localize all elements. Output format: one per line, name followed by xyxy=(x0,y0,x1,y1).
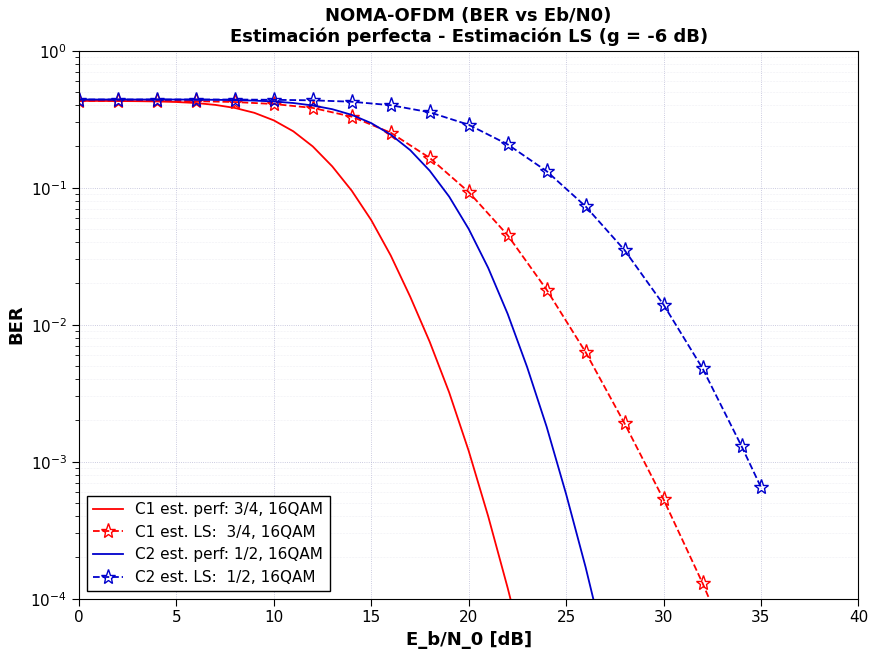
C2 est. LS:  1/2, 16QAM: (10, 0.438): 1/2, 16QAM: (10, 0.438) xyxy=(269,96,279,104)
C1 est. LS:  3/4, 16QAM: (8, 0.422): 3/4, 16QAM: (8, 0.422) xyxy=(229,98,240,106)
C2 est. perf: 1/2, 16QAM: (0, 0.44): 1/2, 16QAM: (0, 0.44) xyxy=(74,96,84,104)
C2 est. perf: 1/2, 16QAM: (17, 0.188): 1/2, 16QAM: (17, 0.188) xyxy=(405,146,416,154)
C1 est. LS:  3/4, 16QAM: (14, 0.33): 3/4, 16QAM: (14, 0.33) xyxy=(346,113,357,121)
C1 est. LS:  3/4, 16QAM: (20, 0.093): 3/4, 16QAM: (20, 0.093) xyxy=(464,188,474,196)
C1 est. LS:  3/4, 16QAM: (10, 0.408): 3/4, 16QAM: (10, 0.408) xyxy=(269,100,279,108)
C2 est. perf: 1/2, 16QAM: (19, 0.086): 1/2, 16QAM: (19, 0.086) xyxy=(444,193,454,201)
C2 est. LS:  1/2, 16QAM: (26, 0.073): 1/2, 16QAM: (26, 0.073) xyxy=(580,203,591,211)
C2 est. perf: 1/2, 16QAM: (22, 0.012): 1/2, 16QAM: (22, 0.012) xyxy=(502,310,513,318)
C2 est. LS:  1/2, 16QAM: (22, 0.207): 1/2, 16QAM: (22, 0.207) xyxy=(502,140,513,148)
Line: C1 est. LS:  3/4, 16QAM: C1 est. LS: 3/4, 16QAM xyxy=(71,93,749,656)
C2 est. LS:  1/2, 16QAM: (8, 0.44): 1/2, 16QAM: (8, 0.44) xyxy=(229,96,240,104)
C2 est. LS:  1/2, 16QAM: (30, 0.014): 1/2, 16QAM: (30, 0.014) xyxy=(658,300,668,308)
C2 est. LS:  1/2, 16QAM: (32, 0.0048): 1/2, 16QAM: (32, 0.0048) xyxy=(697,365,708,373)
C2 est. perf: 1/2, 16QAM: (26, 0.00017): 1/2, 16QAM: (26, 0.00017) xyxy=(580,564,591,571)
Legend: C1 est. perf: 3/4, 16QAM, C1 est. LS:  3/4, 16QAM, C2 est. perf: 1/2, 16QAM, C2 : C1 est. perf: 3/4, 16QAM, C1 est. LS: 3/… xyxy=(87,496,330,591)
C2 est. perf: 1/2, 16QAM: (25, 0.00058): 1/2, 16QAM: (25, 0.00058) xyxy=(561,490,571,498)
C1 est. perf: 3/4, 16QAM: (14, 0.095): 3/4, 16QAM: (14, 0.095) xyxy=(346,187,357,195)
C1 est. perf: 3/4, 16QAM: (6, 0.415): 3/4, 16QAM: (6, 0.415) xyxy=(191,99,201,107)
C2 est. LS:  1/2, 16QAM: (16, 0.4): 1/2, 16QAM: (16, 0.4) xyxy=(386,101,396,109)
C1 est. perf: 3/4, 16QAM: (0, 0.43): 3/4, 16QAM: (0, 0.43) xyxy=(74,97,84,105)
X-axis label: E_b/N_0 [dB]: E_b/N_0 [dB] xyxy=(406,631,532,649)
C2 est. perf: 1/2, 16QAM: (5, 0.44): 1/2, 16QAM: (5, 0.44) xyxy=(172,96,182,104)
C1 est. perf: 3/4, 16QAM: (8, 0.382): 3/4, 16QAM: (8, 0.382) xyxy=(229,104,240,112)
C1 est. perf: 3/4, 16QAM: (1, 0.43): 3/4, 16QAM: (1, 0.43) xyxy=(93,97,103,105)
C1 est. perf: 3/4, 16QAM: (16, 0.032): 3/4, 16QAM: (16, 0.032) xyxy=(386,251,396,259)
C2 est. perf: 1/2, 16QAM: (6, 0.439): 1/2, 16QAM: (6, 0.439) xyxy=(191,96,201,104)
C1 est. LS:  3/4, 16QAM: (12, 0.382): 3/4, 16QAM: (12, 0.382) xyxy=(307,104,318,112)
C2 est. perf: 1/2, 16QAM: (14, 0.34): 1/2, 16QAM: (14, 0.34) xyxy=(346,111,357,119)
C2 est. LS:  1/2, 16QAM: (34, 0.0013): 1/2, 16QAM: (34, 0.0013) xyxy=(736,442,746,450)
C2 est. perf: 1/2, 16QAM: (18, 0.133): 1/2, 16QAM: (18, 0.133) xyxy=(424,167,435,174)
C2 est. perf: 1/2, 16QAM: (20, 0.05): 1/2, 16QAM: (20, 0.05) xyxy=(464,225,474,233)
C2 est. perf: 1/2, 16QAM: (1, 0.44): 1/2, 16QAM: (1, 0.44) xyxy=(93,96,103,104)
C2 est. perf: 1/2, 16QAM: (2, 0.44): 1/2, 16QAM: (2, 0.44) xyxy=(113,96,123,104)
C1 est. LS:  3/4, 16QAM: (30, 0.00053): 3/4, 16QAM: (30, 0.00053) xyxy=(658,495,668,503)
C1 est. LS:  3/4, 16QAM: (6, 0.428): 3/4, 16QAM: (6, 0.428) xyxy=(191,97,201,105)
C2 est. perf: 1/2, 16QAM: (7, 0.438): 1/2, 16QAM: (7, 0.438) xyxy=(210,96,220,104)
Line: C2 est. perf: 1/2, 16QAM: C2 est. perf: 1/2, 16QAM xyxy=(79,100,761,656)
C1 est. LS:  3/4, 16QAM: (28, 0.0019): 3/4, 16QAM: (28, 0.0019) xyxy=(620,420,630,428)
C1 est. perf: 3/4, 16QAM: (13, 0.143): 3/4, 16QAM: (13, 0.143) xyxy=(327,163,338,171)
C2 est. LS:  1/2, 16QAM: (6, 0.44): 1/2, 16QAM: (6, 0.44) xyxy=(191,96,201,104)
C2 est. perf: 1/2, 16QAM: (10, 0.426): 1/2, 16QAM: (10, 0.426) xyxy=(269,98,279,106)
C1 est. perf: 3/4, 16QAM: (10, 0.31): 3/4, 16QAM: (10, 0.31) xyxy=(269,116,279,124)
C1 est. perf: 3/4, 16QAM: (22, 0.00012): 3/4, 16QAM: (22, 0.00012) xyxy=(502,584,513,592)
C1 est. perf: 3/4, 16QAM: (12, 0.2): 3/4, 16QAM: (12, 0.2) xyxy=(307,142,318,150)
C1 est. perf: 3/4, 16QAM: (9, 0.352): 3/4, 16QAM: (9, 0.352) xyxy=(249,109,260,117)
C2 est. perf: 1/2, 16QAM: (21, 0.026): 1/2, 16QAM: (21, 0.026) xyxy=(483,264,493,272)
C1 est. perf: 3/4, 16QAM: (3, 0.428): 3/4, 16QAM: (3, 0.428) xyxy=(132,97,143,105)
C1 est. LS:  3/4, 16QAM: (26, 0.0063): 3/4, 16QAM: (26, 0.0063) xyxy=(580,348,591,356)
C2 est. perf: 1/2, 16QAM: (4, 0.44): 1/2, 16QAM: (4, 0.44) xyxy=(151,96,162,104)
C1 est. LS:  3/4, 16QAM: (0, 0.43): 3/4, 16QAM: (0, 0.43) xyxy=(74,97,84,105)
C1 est. LS:  3/4, 16QAM: (2, 0.43): 3/4, 16QAM: (2, 0.43) xyxy=(113,97,123,105)
C1 est. LS:  3/4, 16QAM: (24, 0.018): 3/4, 16QAM: (24, 0.018) xyxy=(542,286,552,294)
C2 est. perf: 1/2, 16QAM: (23, 0.0049): 1/2, 16QAM: (23, 0.0049) xyxy=(522,363,532,371)
C1 est. LS:  3/4, 16QAM: (18, 0.165): 3/4, 16QAM: (18, 0.165) xyxy=(424,154,435,162)
C2 est. perf: 1/2, 16QAM: (15, 0.296): 1/2, 16QAM: (15, 0.296) xyxy=(366,119,376,127)
C2 est. LS:  1/2, 16QAM: (0, 0.44): 1/2, 16QAM: (0, 0.44) xyxy=(74,96,84,104)
C1 est. perf: 3/4, 16QAM: (4, 0.426): 3/4, 16QAM: (4, 0.426) xyxy=(151,98,162,106)
C1 est. perf: 3/4, 16QAM: (15, 0.058): 3/4, 16QAM: (15, 0.058) xyxy=(366,216,376,224)
C2 est. LS:  1/2, 16QAM: (12, 0.434): 1/2, 16QAM: (12, 0.434) xyxy=(307,96,318,104)
C2 est. perf: 1/2, 16QAM: (9, 0.432): 1/2, 16QAM: (9, 0.432) xyxy=(249,96,260,104)
C2 est. LS:  1/2, 16QAM: (14, 0.424): 1/2, 16QAM: (14, 0.424) xyxy=(346,98,357,106)
C2 est. LS:  1/2, 16QAM: (18, 0.355): 1/2, 16QAM: (18, 0.355) xyxy=(424,108,435,116)
C2 est. perf: 1/2, 16QAM: (24, 0.0018): 1/2, 16QAM: (24, 0.0018) xyxy=(542,422,552,430)
C2 est. LS:  1/2, 16QAM: (35, 0.00065): 1/2, 16QAM: (35, 0.00065) xyxy=(756,483,766,491)
Y-axis label: BER: BER xyxy=(7,305,25,344)
C1 est. perf: 3/4, 16QAM: (7, 0.402): 3/4, 16QAM: (7, 0.402) xyxy=(210,101,220,109)
C1 est. perf: 3/4, 16QAM: (19, 0.0032): 3/4, 16QAM: (19, 0.0032) xyxy=(444,388,454,396)
C1 est. perf: 3/4, 16QAM: (17, 0.016): 3/4, 16QAM: (17, 0.016) xyxy=(405,293,416,300)
C2 est. perf: 1/2, 16QAM: (27, 4.4e-05): 1/2, 16QAM: (27, 4.4e-05) xyxy=(600,644,611,651)
C2 est. perf: 1/2, 16QAM: (3, 0.44): 1/2, 16QAM: (3, 0.44) xyxy=(132,96,143,104)
C2 est. perf: 1/2, 16QAM: (16, 0.244): 1/2, 16QAM: (16, 0.244) xyxy=(386,131,396,138)
C2 est. perf: 1/2, 16QAM: (12, 0.398): 1/2, 16QAM: (12, 0.398) xyxy=(307,102,318,110)
C1 est. LS:  3/4, 16QAM: (22, 0.045): 3/4, 16QAM: (22, 0.045) xyxy=(502,232,513,239)
Line: C1 est. perf: 3/4, 16QAM: C1 est. perf: 3/4, 16QAM xyxy=(79,101,663,656)
C2 est. LS:  1/2, 16QAM: (28, 0.035): 1/2, 16QAM: (28, 0.035) xyxy=(620,246,630,254)
C2 est. perf: 1/2, 16QAM: (13, 0.374): 1/2, 16QAM: (13, 0.374) xyxy=(327,105,338,113)
C2 est. LS:  1/2, 16QAM: (2, 0.44): 1/2, 16QAM: (2, 0.44) xyxy=(113,96,123,104)
C2 est. perf: 1/2, 16QAM: (8, 0.436): 1/2, 16QAM: (8, 0.436) xyxy=(229,96,240,104)
C2 est. LS:  1/2, 16QAM: (4, 0.44): 1/2, 16QAM: (4, 0.44) xyxy=(151,96,162,104)
C2 est. perf: 1/2, 16QAM: (11, 0.415): 1/2, 16QAM: (11, 0.415) xyxy=(288,99,298,107)
C2 est. LS:  1/2, 16QAM: (24, 0.132): 1/2, 16QAM: (24, 0.132) xyxy=(542,167,552,175)
Title: NOMA-OFDM (BER vs Eb/N0)
Estimación perfecta - Estimación LS (g = -6 dB): NOMA-OFDM (BER vs Eb/N0) Estimación perf… xyxy=(229,7,708,47)
C1 est. perf: 3/4, 16QAM: (21, 0.0004): 3/4, 16QAM: (21, 0.0004) xyxy=(483,512,493,520)
C1 est. LS:  3/4, 16QAM: (4, 0.43): 3/4, 16QAM: (4, 0.43) xyxy=(151,97,162,105)
C1 est. LS:  3/4, 16QAM: (32, 0.00013): 3/4, 16QAM: (32, 0.00013) xyxy=(697,579,708,587)
C2 est. LS:  1/2, 16QAM: (20, 0.288): 1/2, 16QAM: (20, 0.288) xyxy=(464,121,474,129)
C1 est. perf: 3/4, 16QAM: (5, 0.422): 3/4, 16QAM: (5, 0.422) xyxy=(172,98,182,106)
C1 est. perf: 3/4, 16QAM: (2, 0.429): 3/4, 16QAM: (2, 0.429) xyxy=(113,97,123,105)
C1 est. perf: 3/4, 16QAM: (20, 0.0012): 3/4, 16QAM: (20, 0.0012) xyxy=(464,447,474,455)
C1 est. LS:  3/4, 16QAM: (16, 0.252): 3/4, 16QAM: (16, 0.252) xyxy=(386,129,396,136)
C1 est. perf: 3/4, 16QAM: (11, 0.258): 3/4, 16QAM: (11, 0.258) xyxy=(288,127,298,135)
Line: C2 est. LS:  1/2, 16QAM: C2 est. LS: 1/2, 16QAM xyxy=(71,92,768,495)
C1 est. perf: 3/4, 16QAM: (18, 0.0075): 3/4, 16QAM: (18, 0.0075) xyxy=(424,338,435,346)
